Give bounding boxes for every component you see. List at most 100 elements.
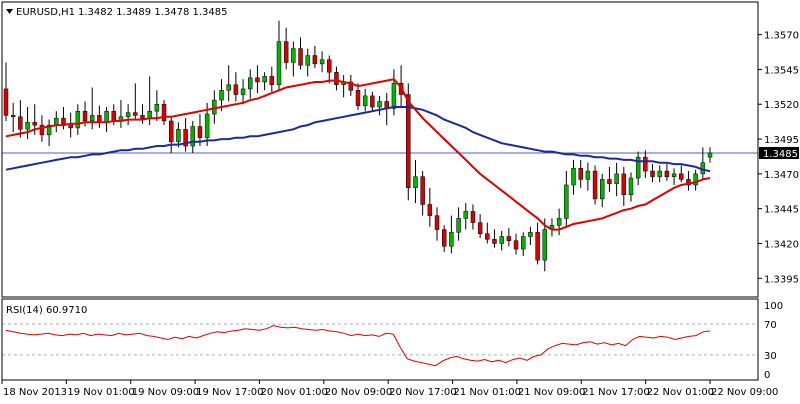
bull-candle: [671, 173, 677, 177]
time-tick-label: 21 Nov 17:00: [582, 387, 649, 398]
bull-candle: [499, 236, 504, 244]
bear-candle: [664, 170, 670, 177]
bear-candle: [348, 81, 354, 91]
bull-candle: [25, 122, 30, 130]
main-panel-frame: [1, 1, 759, 298]
bear-candle: [470, 211, 476, 223]
bear-candle: [427, 204, 433, 216]
bear-candle: [621, 173, 627, 196]
current-price-label: 1.3485: [763, 149, 798, 160]
symbol-header[interactable]: EURUSD,H1 1.3482 1.3489 1.3478 1.3485: [6, 7, 228, 18]
bull-candle: [628, 177, 634, 196]
time-tick-label: 20 Nov 09:00: [325, 387, 392, 398]
bear-candle: [643, 156, 648, 172]
bull-candle: [46, 124, 52, 136]
time-tick-label: 19 Nov 01:00: [67, 387, 134, 398]
bear-candle: [334, 71, 339, 86]
bear-candle: [233, 84, 239, 95]
bull-candle: [219, 90, 224, 101]
bull-candle: [556, 218, 562, 226]
price-tick-label: 1.3470: [764, 170, 799, 181]
time-tick-label: 22 Nov 09:00: [711, 387, 778, 398]
bull-candle: [564, 184, 569, 219]
bull-candle: [154, 103, 160, 112]
bull-candle: [212, 99, 217, 115]
time-tick-label: 21 Nov 01:00: [454, 387, 521, 398]
symbol-label: EURUSD,H1: [16, 7, 75, 18]
bear-candle: [355, 90, 361, 106]
rsi-grid: [2, 323, 758, 356]
bull-candle: [319, 59, 325, 65]
bear-candle: [434, 215, 440, 230]
bear-candle: [61, 117, 66, 124]
time-tick-label: 21 Nov 09:00: [518, 387, 585, 398]
bull-candle: [657, 170, 662, 177]
bear-candle: [133, 112, 138, 116]
bull-candle: [54, 117, 59, 126]
bear-candle: [485, 233, 490, 240]
bear-candle: [39, 124, 45, 136]
current-price-tag-box: [759, 146, 799, 159]
bull-candle: [571, 168, 576, 186]
price-tick-label: 1.3420: [764, 239, 799, 250]
rsi-tick-label: 30: [764, 351, 777, 362]
bear-candle: [327, 59, 332, 73]
bear-candle: [650, 170, 655, 177]
bull-candle: [520, 236, 526, 250]
bear-candle: [255, 77, 260, 83]
bull-candle: [276, 41, 282, 86]
bear-candle: [535, 232, 540, 261]
bull-candle: [528, 232, 533, 237]
bear-candle: [298, 48, 303, 66]
bear-candle: [111, 110, 116, 122]
bear-candle: [406, 94, 411, 189]
ohlc-values: 1.3482 1.3489 1.3478 1.3485: [78, 7, 228, 18]
rsi-indicator-label: RSI(14) 60.9710: [6, 305, 87, 316]
bull-candle: [291, 48, 296, 63]
bull-candle: [226, 84, 231, 91]
rsi-axis: 100 70 30 0: [764, 301, 783, 381]
bear-candle: [679, 173, 684, 180]
time-tick-label: 20 Nov 01:00: [260, 387, 327, 398]
ma-fast-line: [5, 78, 711, 231]
bull-candle: [614, 173, 619, 184]
bull-candle: [240, 88, 246, 95]
bear-candle: [168, 120, 174, 143]
bear-candle: [283, 41, 289, 63]
bull-candle: [204, 113, 210, 138]
bear-candle: [161, 103, 167, 122]
bull-candle: [707, 152, 713, 158]
bear-candle: [578, 168, 583, 180]
bull-candle: [125, 112, 131, 118]
bull-candle: [391, 83, 397, 109]
bear-candle: [513, 240, 519, 250]
bull-candle: [190, 126, 196, 147]
price-tick-label: 1.3570: [764, 31, 799, 42]
candlestick-series: [3, 20, 713, 272]
bear-candle: [441, 229, 447, 247]
bear-candle: [10, 115, 16, 118]
bear-candle: [269, 76, 275, 86]
ma-slow-line: [5, 106, 711, 173]
bull-candle: [75, 110, 81, 129]
bull-candle: [89, 115, 95, 122]
current-price-tag: 1.3485: [759, 146, 799, 160]
bear-candle: [312, 55, 318, 65]
bear-candle: [140, 115, 145, 119]
price-tick-label: 1.3545: [764, 65, 799, 76]
bear-candle: [370, 95, 375, 108]
rsi-top-label: 100: [764, 301, 783, 312]
bear-candle: [3, 88, 9, 116]
bear-candle: [197, 126, 203, 138]
bull-candle: [456, 218, 461, 233]
time-tick-label: 18 Nov 2013: [3, 387, 67, 398]
bull-candle: [104, 110, 109, 123]
triangle-down-icon[interactable]: [6, 9, 13, 14]
price-tick-label: 1.3495: [764, 135, 799, 146]
time-tick-label: 19 Nov 09:00: [132, 387, 199, 398]
bear-candle: [492, 239, 497, 244]
bear-candle: [32, 122, 37, 126]
